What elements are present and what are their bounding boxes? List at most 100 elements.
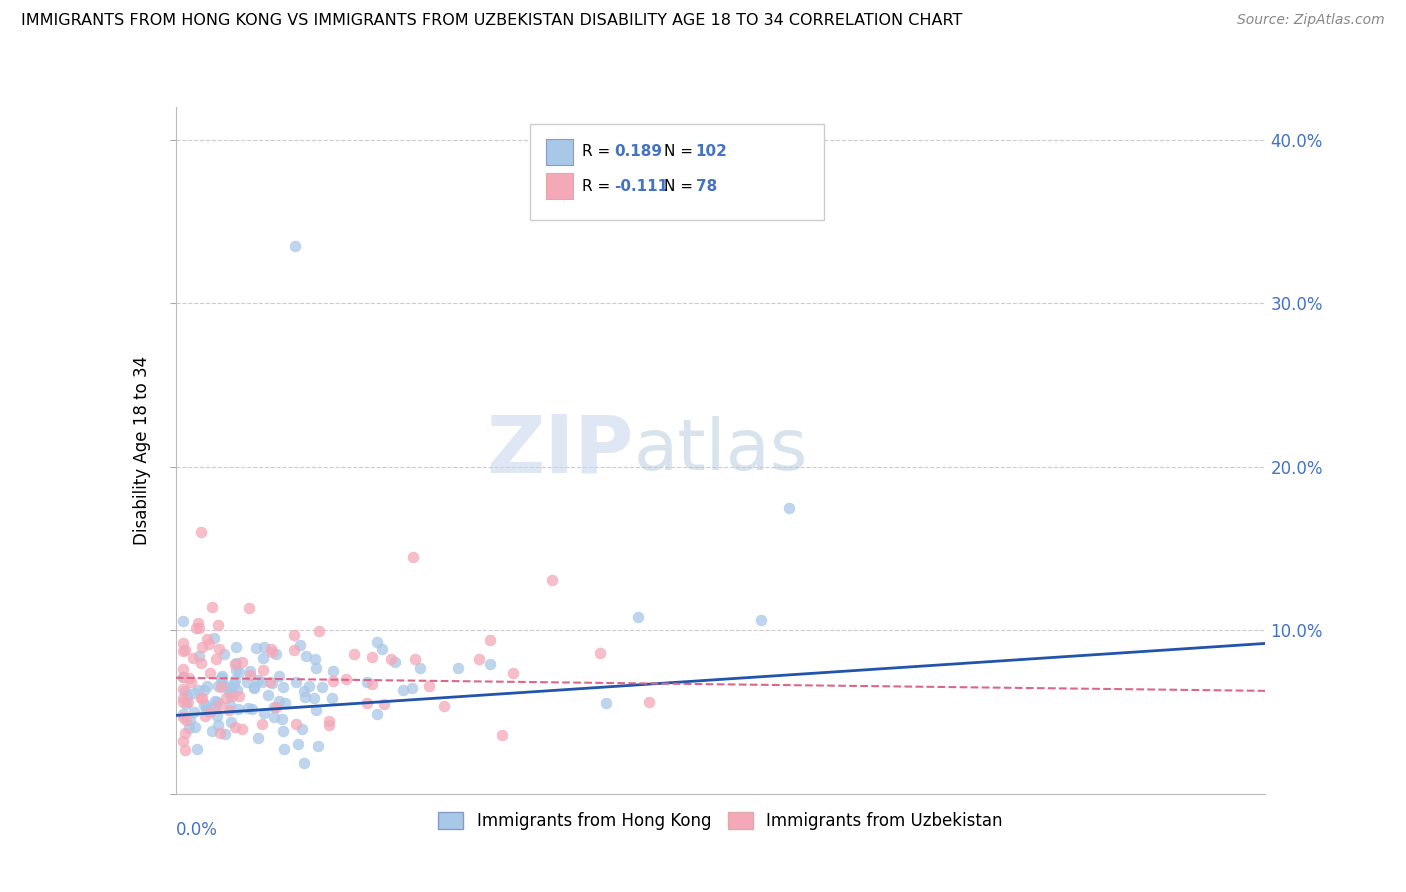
Point — [184, 621, 207, 635]
Point — [322, 665, 344, 679]
Point — [479, 633, 502, 648]
Point — [225, 657, 247, 671]
Point — [271, 724, 294, 739]
Point — [335, 672, 357, 686]
Point — [172, 670, 194, 684]
Text: 78: 78 — [696, 178, 717, 194]
Point — [322, 674, 344, 689]
Point — [283, 628, 305, 642]
Text: 0.0%: 0.0% — [176, 822, 218, 839]
Bar — [546, 138, 574, 165]
Point — [402, 549, 425, 564]
Point — [263, 699, 285, 714]
Point — [245, 641, 267, 656]
Point — [195, 703, 218, 717]
Point — [252, 650, 274, 665]
Point — [626, 610, 648, 624]
Point — [269, 694, 291, 708]
Point — [236, 701, 259, 715]
Point — [260, 645, 283, 659]
Point — [236, 674, 259, 689]
Point — [304, 691, 326, 706]
Point — [253, 640, 276, 655]
Point — [284, 239, 307, 253]
Point — [408, 661, 430, 675]
Point — [243, 680, 266, 694]
Point — [366, 635, 388, 649]
Point — [207, 679, 229, 693]
Point — [219, 698, 242, 712]
Point — [274, 696, 297, 710]
Point — [290, 638, 312, 652]
Point — [183, 705, 205, 719]
Point — [252, 716, 274, 731]
Text: -0.111: -0.111 — [614, 178, 668, 194]
Point — [172, 615, 194, 629]
Point — [209, 726, 232, 740]
Point — [195, 679, 218, 693]
Point — [371, 641, 394, 656]
Point — [187, 683, 209, 698]
Point — [373, 697, 395, 711]
Point — [540, 574, 562, 588]
Point — [172, 690, 194, 705]
Point — [204, 693, 226, 707]
Text: Source: ZipAtlas.com: Source: ZipAtlas.com — [1237, 13, 1385, 28]
Point — [211, 671, 233, 685]
Point — [174, 684, 197, 698]
Point — [468, 652, 491, 666]
Point — [447, 661, 470, 675]
Point — [343, 648, 366, 662]
Point — [384, 655, 406, 669]
Point — [285, 675, 308, 690]
Point — [180, 674, 202, 689]
Point — [179, 713, 201, 727]
Text: N =: N = — [664, 145, 697, 159]
Point — [247, 731, 270, 746]
Point — [238, 601, 260, 615]
Bar — [546, 173, 574, 199]
Point — [187, 615, 209, 630]
Point — [183, 720, 205, 734]
Point — [257, 689, 280, 703]
Point — [219, 687, 242, 701]
Point — [188, 648, 211, 663]
Point — [321, 690, 343, 705]
Point — [211, 668, 233, 682]
Point — [250, 675, 273, 690]
Point — [360, 677, 382, 691]
Point — [172, 662, 194, 676]
Point — [193, 698, 215, 712]
Text: 102: 102 — [696, 145, 727, 159]
Point — [224, 673, 246, 687]
Point — [190, 657, 212, 671]
Point — [294, 648, 316, 663]
Point — [226, 702, 249, 716]
Point — [212, 647, 235, 661]
Point — [239, 664, 262, 678]
Legend: Immigrants from Hong Kong, Immigrants from Uzbekistan: Immigrants from Hong Kong, Immigrants fr… — [432, 805, 1010, 837]
Point — [191, 690, 214, 705]
Text: R =: R = — [582, 178, 616, 194]
Point — [204, 652, 226, 666]
Point — [173, 743, 195, 757]
Point — [215, 691, 238, 706]
Point — [195, 632, 218, 647]
Point — [356, 674, 378, 689]
Point — [224, 720, 246, 734]
Point — [247, 673, 270, 687]
Point — [479, 657, 502, 672]
Point — [187, 622, 209, 636]
Point — [404, 651, 426, 665]
Point — [190, 525, 212, 540]
Point — [183, 686, 205, 700]
Text: IMMIGRANTS FROM HONG KONG VS IMMIGRANTS FROM UZBEKISTAN DISABILITY AGE 18 TO 34 : IMMIGRANTS FROM HONG KONG VS IMMIGRANTS … — [21, 13, 963, 29]
Point — [207, 617, 229, 632]
Point — [264, 700, 287, 714]
Point — [595, 696, 617, 710]
Point — [207, 717, 229, 731]
Point — [253, 706, 276, 720]
Point — [194, 698, 217, 713]
Point — [638, 696, 661, 710]
Point — [391, 683, 413, 698]
